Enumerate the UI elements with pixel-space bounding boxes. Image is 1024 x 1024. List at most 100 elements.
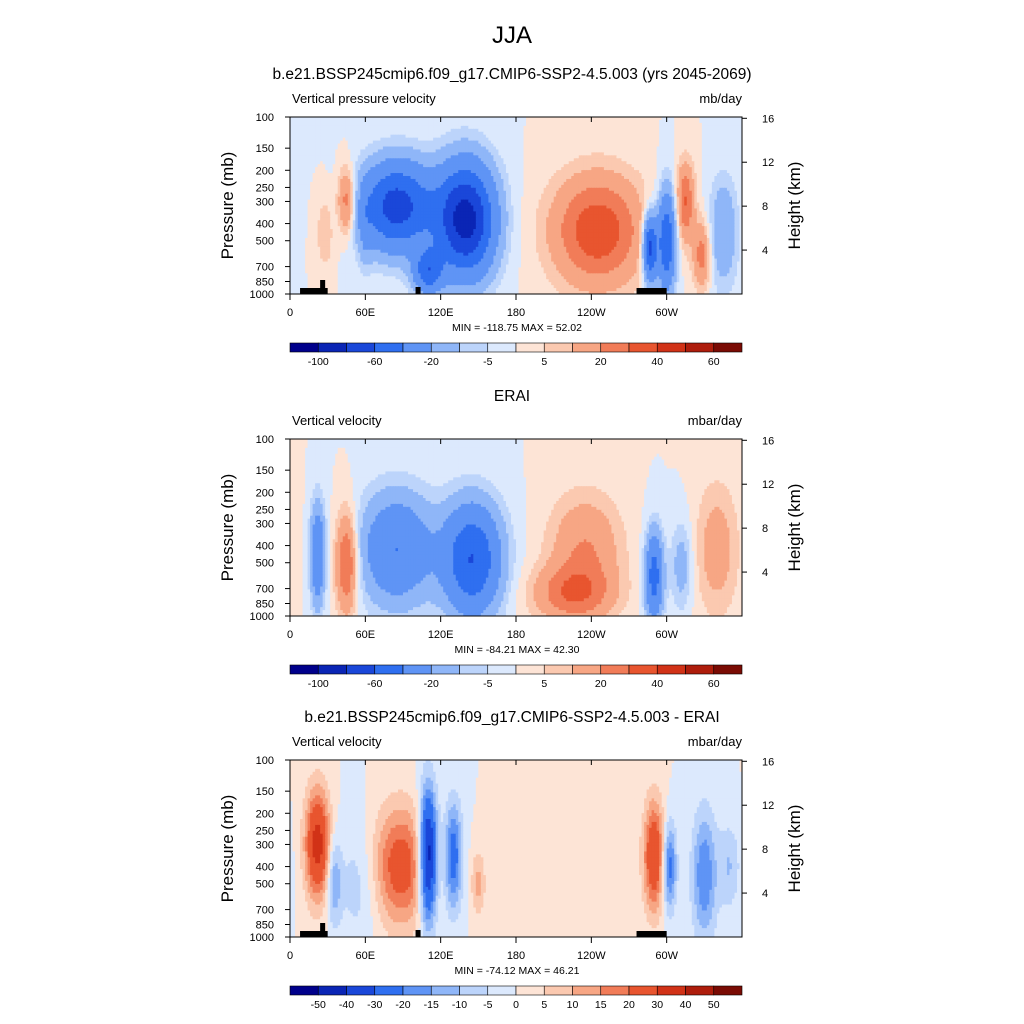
contour-cell — [536, 176, 540, 180]
contour-cell — [523, 143, 527, 148]
contour-cell — [305, 161, 309, 165]
contour-cell — [418, 146, 422, 151]
contour-cell — [704, 131, 708, 136]
contour-cell — [578, 149, 582, 153]
contour-cell — [716, 119, 720, 124]
contour-cell — [561, 170, 565, 174]
contour-cell — [566, 152, 570, 156]
contour-cell — [458, 122, 462, 127]
contour-cell — [651, 128, 655, 133]
contour-cell — [626, 119, 630, 124]
contour-cell — [603, 152, 607, 156]
contour-cell — [367, 173, 371, 177]
contour-cell — [400, 158, 404, 162]
contour-cell — [305, 117, 309, 121]
contour-cell — [651, 155, 655, 159]
contour-cell — [500, 137, 505, 142]
contour-cell — [573, 128, 577, 133]
contour-cell — [654, 152, 658, 156]
contour-cell — [445, 164, 449, 168]
contour-cell — [568, 176, 572, 180]
contour-cell — [397, 170, 402, 174]
contour-cell — [503, 152, 507, 156]
contour-cell — [415, 164, 419, 168]
contour-cell — [465, 158, 469, 162]
contour-cell — [546, 152, 550, 156]
contour-cell — [536, 149, 540, 153]
contour-cell — [521, 119, 525, 124]
contour-cell — [340, 137, 344, 142]
contour-cell — [300, 170, 304, 174]
contour-cell — [350, 128, 354, 133]
contour-cell — [714, 149, 718, 153]
contour-cell — [664, 128, 668, 133]
contour-cell — [317, 161, 321, 165]
contour-cell — [382, 158, 387, 162]
contour-cell — [480, 134, 484, 139]
contour-cell — [295, 140, 299, 145]
contour-cell — [593, 146, 597, 151]
contour-cell — [370, 134, 374, 139]
contour-cell — [345, 167, 349, 171]
contour-cell — [408, 152, 412, 156]
contour-cell — [375, 134, 379, 139]
contour-cell — [325, 167, 329, 171]
contour-cell — [485, 173, 489, 177]
contour-cell — [453, 131, 457, 136]
contour-cell — [538, 131, 542, 136]
contour-cell — [340, 178, 344, 183]
contour-cell — [510, 155, 515, 159]
contour-cell — [546, 176, 550, 180]
contour-cell — [300, 119, 304, 124]
contour-cell — [523, 122, 527, 127]
contour-cell — [355, 158, 359, 162]
contour-cell — [706, 176, 710, 180]
contour-cell — [726, 176, 731, 180]
contour-cell — [415, 122, 419, 127]
contour-cell — [478, 161, 482, 165]
contour-cell — [392, 170, 397, 174]
contour-cell — [696, 176, 700, 180]
contour-cell — [387, 119, 392, 124]
contour-cell — [726, 146, 731, 151]
contour-cell — [295, 164, 299, 168]
contour-cell — [634, 122, 638, 127]
contour-cell — [465, 134, 469, 139]
contour-cell — [372, 152, 376, 156]
contour-cell — [395, 173, 399, 177]
contour-cell — [656, 137, 660, 142]
contour-cell — [704, 128, 708, 133]
contour-cell — [563, 164, 567, 168]
contour-cell — [613, 140, 618, 145]
contour-cell — [606, 134, 610, 139]
contour-cell — [591, 161, 595, 165]
contour-cell — [563, 134, 567, 139]
contour-cell — [483, 146, 487, 151]
contour-cell — [694, 137, 698, 142]
contour-cell — [473, 119, 477, 124]
contour-cell — [315, 137, 319, 142]
contour-cell — [546, 140, 550, 145]
contour-cell — [362, 173, 366, 177]
contour-cell — [634, 152, 638, 156]
contour-cell — [696, 173, 700, 177]
contour-cell — [335, 158, 339, 162]
contour-cell — [443, 128, 447, 133]
contour-cell — [310, 158, 314, 162]
contour-cell — [290, 131, 294, 136]
contour-cell — [307, 117, 311, 121]
contour-cell — [362, 143, 366, 148]
contour-cell — [704, 117, 708, 121]
contour-cell — [443, 155, 447, 159]
contour-cell — [440, 137, 444, 142]
contour-cell — [523, 149, 527, 153]
contour-cell — [352, 146, 356, 151]
contour-cell — [350, 178, 354, 183]
contour-cell — [573, 176, 577, 180]
contour-cell — [322, 122, 326, 127]
contour-cell — [696, 152, 700, 156]
contour-cell — [676, 146, 680, 151]
contour-cell — [679, 161, 683, 165]
contour-cell — [400, 125, 404, 130]
contour-cell — [664, 161, 668, 165]
